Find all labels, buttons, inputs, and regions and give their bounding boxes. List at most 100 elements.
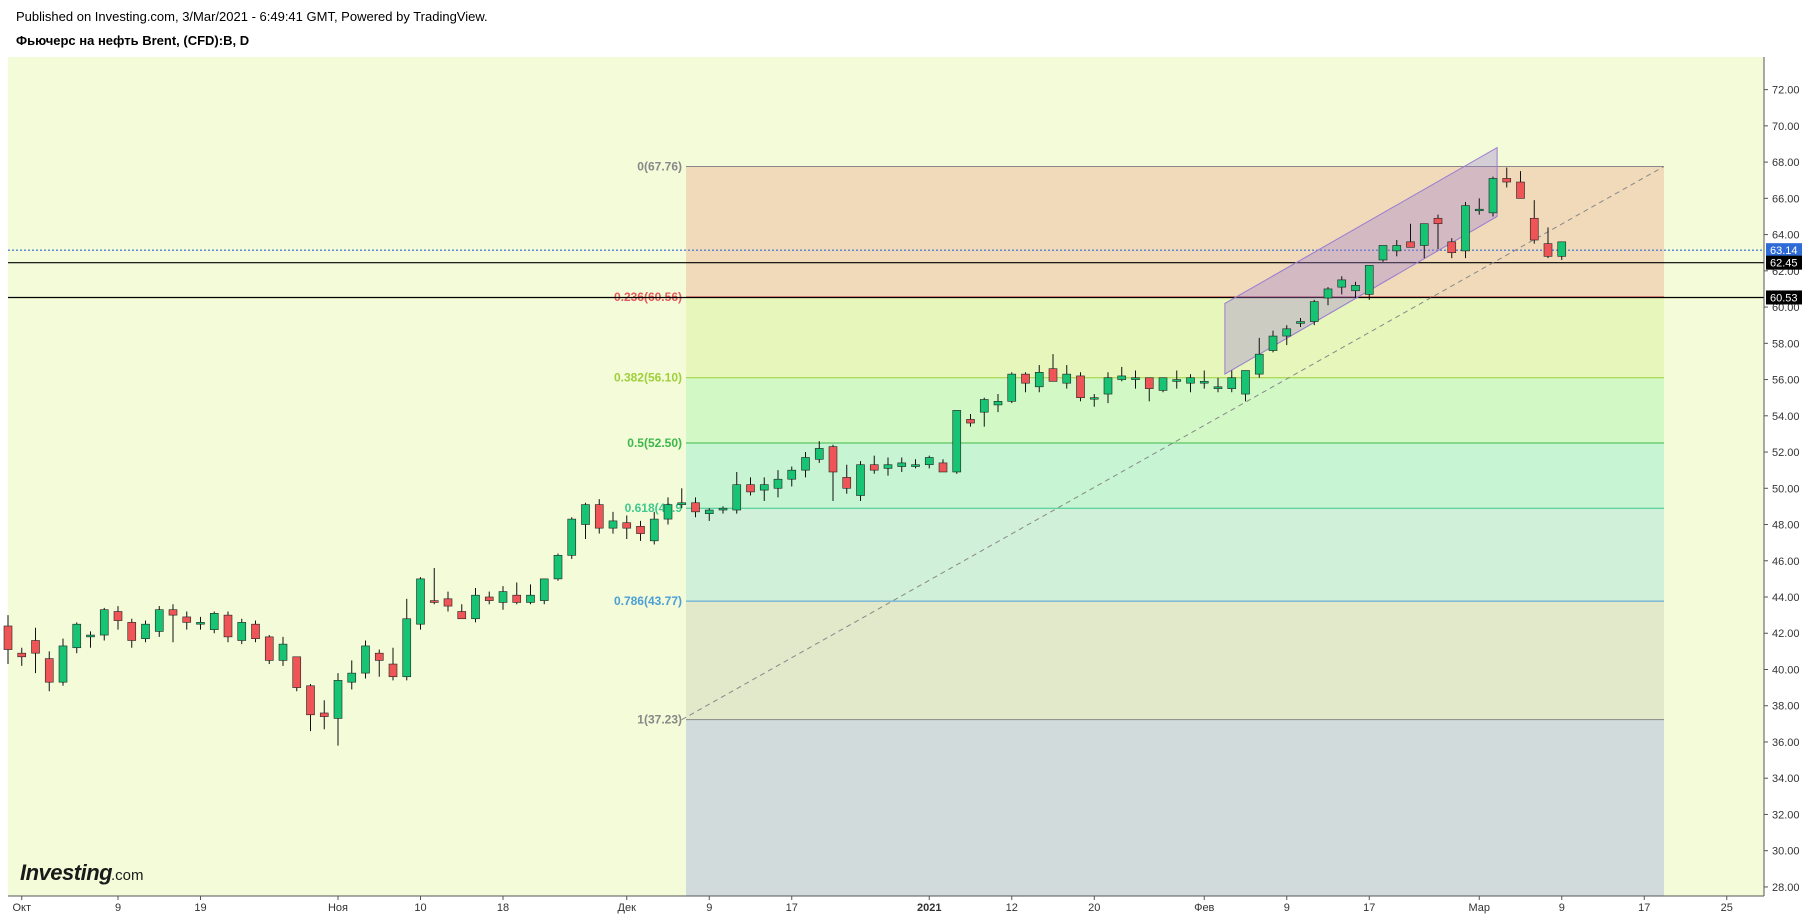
candle-body [223,614,233,638]
price-tick-label: 28.00 [1772,882,1800,894]
price-tick-label: 50.00 [1772,483,1800,495]
candle-body [1158,377,1168,391]
candle-body [113,611,123,621]
candle-body [1048,368,1058,382]
fib-zone [686,377,1664,443]
trendline [681,166,1665,721]
candle-body [1241,370,1250,395]
candle-body [498,591,508,603]
candle-body [1433,217,1443,225]
time-tick-label: Мар [1468,902,1490,914]
candle-body [1516,181,1525,199]
candle-body [1351,285,1360,292]
price-channel [1224,146,1498,375]
candle-body [99,609,109,636]
price-tick-label: 36.00 [1772,737,1800,749]
candle-body [182,616,192,623]
time-tick-label: 25 [1721,902,1733,914]
fib-zone [686,442,1664,509]
candle-body [1199,381,1209,384]
candle-body [17,652,27,658]
candle-body [1543,243,1553,257]
candle-body [374,652,384,661]
candle-body [828,446,838,473]
price-tick-label: 54.00 [1772,411,1800,423]
price-tick-label: 70.00 [1772,121,1800,133]
candle-body [44,658,54,683]
price-tick-label: 44.00 [1772,592,1800,604]
candle-body [567,518,577,556]
candle-body [306,685,315,716]
horizontal-lines [8,249,1764,299]
price-tick-label: 32.00 [1772,809,1800,821]
candles [3,167,1567,746]
candle-body [416,578,425,625]
price-tick-label: 58.00 [1772,338,1800,350]
candle-body [814,448,824,460]
price-tick-label: 56.00 [1772,375,1800,387]
time-tick-label: 9 [706,902,712,914]
logo-brand: Investing [20,860,113,885]
candle-body [292,656,302,688]
candle-body [1461,205,1470,252]
time-tick-label: 9 [1284,902,1290,914]
candle-body [842,477,852,489]
candle-body [649,518,659,542]
candle-body [622,522,632,529]
candle-body [801,457,810,471]
candle-body [581,504,590,525]
price-label-box [1766,255,1802,270]
candle-body [938,462,948,473]
candle-body [718,507,728,511]
candle-body [333,680,343,719]
candle-body [1268,335,1278,351]
candle-body [72,623,82,649]
logo-suffix: .com [111,867,144,884]
candle-body [1062,373,1072,384]
price-label-box [1766,243,1802,258]
candle-body [883,464,893,469]
logo: Investing .com [20,860,144,885]
time-tick-label: 2021 [917,902,941,914]
price-tick-label: 64.00 [1772,230,1800,242]
candle-body [526,594,535,603]
fib-level-label: 0.786(43.77) [614,594,682,608]
candle-body [388,663,398,678]
candle-body [1474,208,1484,212]
time-tick-label: Ноя [328,902,348,914]
time-tick-label: 19 [194,902,206,914]
candle-body [966,419,975,424]
candle-body [1089,397,1099,400]
candle-body [1557,241,1567,257]
candle-body [993,400,1003,406]
candle-body [1076,375,1085,398]
price-axis: 28.00 30.00 32.00 34.00 36.00 38.00 40.00 42.00… [1763,57,1802,896]
fib-level-label: 0.5(52.50) [627,436,682,450]
fib-zone [686,296,1664,378]
time-tick-label: 12 [1006,902,1018,914]
candle-body [154,609,164,632]
price-label-box [1766,290,1802,305]
candle-body [1186,377,1195,384]
candle-body [539,578,549,601]
candle-body [484,596,494,601]
price-tick-label: 60.00 [1772,302,1800,314]
candle-body [512,594,522,603]
candle-body [979,399,989,413]
fib-level-label: 0.382(56.10) [614,371,682,385]
candle-body [443,598,453,607]
candle-body [1502,178,1512,183]
candle-body [237,622,247,641]
candle-body [347,672,357,683]
candle-body [457,611,467,620]
symbol-title: Фьючерс на нефть Brent, (CFD):B, D [16,33,250,48]
candle-body [1254,353,1264,375]
candle-body [1034,372,1044,388]
candle-body [704,509,714,514]
price-label: 63.14 [1770,245,1798,257]
candle-body [759,484,769,491]
published-line: Published on Investing.com, 3/Mar/2021 -… [16,9,488,24]
time-tick-label: 10 [414,902,426,914]
chart-header: Published on Investing.com, 3/Mar/2021 -… [16,9,488,49]
